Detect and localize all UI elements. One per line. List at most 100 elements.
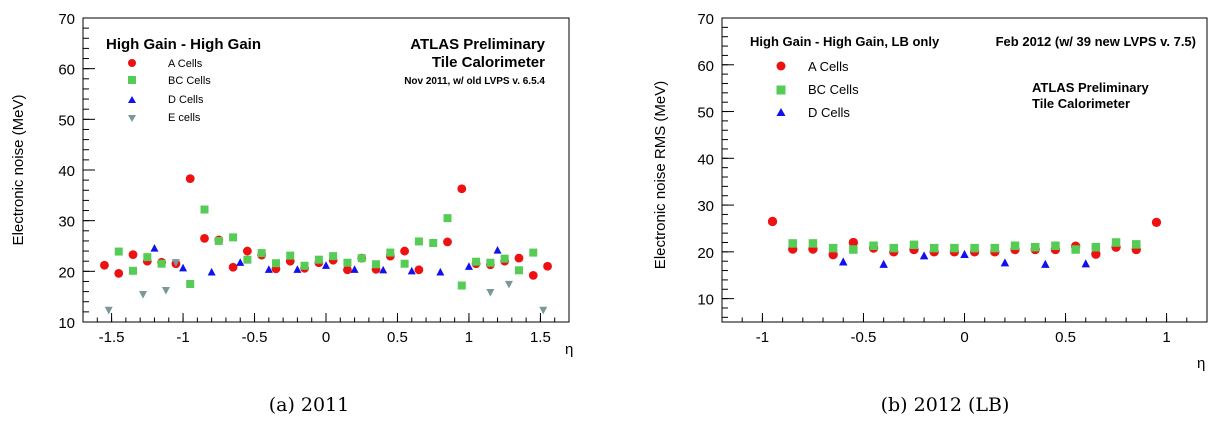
data-point	[161, 286, 170, 295]
data-point	[970, 243, 979, 253]
legend-b-label-0: A Cells	[808, 59, 849, 74]
series-a-cells	[100, 174, 552, 280]
data-point	[372, 260, 381, 269]
panel-a-header: High Gain - High Gain	[106, 36, 261, 53]
data-point	[1091, 242, 1101, 252]
legend-a-label-0: A Cells	[168, 58, 203, 70]
data-point	[839, 257, 848, 266]
data-point	[436, 267, 445, 276]
data-point	[539, 306, 548, 315]
data-point	[343, 265, 352, 275]
data-point	[767, 216, 778, 227]
legend-b-marker-2	[776, 108, 786, 116]
data-point	[464, 262, 473, 270]
data-point	[243, 255, 252, 264]
legend-a-label-3: E cells	[168, 112, 201, 124]
data-point	[788, 239, 797, 248]
x-tick-label: 0.5	[387, 329, 408, 346]
series-d-cells	[150, 244, 502, 276]
data-point	[504, 280, 513, 289]
data-point	[414, 237, 423, 246]
caption-a: (a) 2011	[269, 394, 350, 416]
data-point	[400, 246, 410, 256]
panel-2011: -1.5 -1 -0.5 0 0.5 1 1.5 10 20 30 40 50 60 70 High Ga…	[10, 11, 573, 416]
data-point	[286, 251, 295, 260]
data-point	[528, 270, 538, 280]
panel-b-detector: Tile Calorimeter	[1032, 96, 1130, 111]
data-point	[300, 261, 309, 270]
y-tick-label: 30	[58, 214, 75, 231]
data-point	[1151, 217, 1162, 228]
data-point	[228, 262, 238, 272]
x-axis-label-b: η	[1197, 355, 1205, 372]
legend-a: A Cells BC Cells D Cells E cells	[128, 58, 211, 124]
data-point	[493, 246, 502, 254]
data-point	[264, 265, 273, 273]
data-point	[990, 243, 1000, 253]
legend-b-marker-1	[776, 85, 786, 95]
data-point	[486, 258, 495, 267]
data-point	[889, 243, 899, 253]
data-point	[143, 253, 152, 262]
plot-frame-b	[721, 17, 1208, 323]
y-tick-label: 50	[58, 112, 75, 129]
axis-ticks-a: -1.5 -1 -0.5 0 0.5 1 1.5 10 20 30 40 50 60 70	[58, 11, 570, 346]
data-point	[200, 205, 209, 214]
legend-a-marker-3	[128, 115, 136, 122]
x-tick-label: 1	[465, 329, 473, 346]
data-points-a	[100, 174, 552, 315]
data-point	[271, 259, 280, 268]
data-point	[1041, 259, 1050, 268]
data-point	[414, 265, 424, 275]
data-point	[514, 266, 523, 275]
data-point	[1071, 245, 1080, 254]
data-point	[869, 241, 878, 251]
data-point	[443, 214, 452, 223]
y-tick-label: 20	[697, 245, 714, 262]
data-point	[960, 249, 969, 259]
data-point	[171, 259, 180, 267]
data-point	[229, 233, 238, 242]
data-point	[1051, 241, 1060, 251]
data-point	[236, 258, 245, 266]
data-point	[379, 265, 388, 274]
x-axis-label-a: η	[565, 341, 573, 358]
y-tick-label: 60	[58, 62, 75, 79]
data-point	[457, 184, 467, 194]
data-point	[114, 247, 123, 256]
data-point	[457, 281, 466, 290]
data-point	[214, 236, 223, 245]
panel-a-detector: Tile Calorimeter	[432, 54, 545, 71]
x-tick-label: 0	[322, 329, 330, 346]
data-point	[543, 261, 552, 271]
panel-2012: -1 -0.5 0 0.5 1 10 20 30 40 50 60 70 High Gain - Hi…	[652, 11, 1208, 416]
data-point	[242, 246, 252, 256]
panel-a-date-note: Nov 2011, w/ old LVPS v. 6.5.4	[404, 76, 545, 87]
legend-b-label-1: BC Cells	[808, 82, 859, 97]
y-axis-label-b: Electronic noise RMS (MeV)	[652, 81, 669, 269]
data-point	[429, 238, 438, 247]
x-tick-label: -1	[176, 329, 189, 346]
legend-a-marker-2	[128, 96, 136, 103]
y-tick-label: 10	[697, 292, 714, 309]
data-point	[400, 259, 409, 268]
data-point	[129, 266, 138, 275]
data-point	[1132, 240, 1141, 249]
data-point	[343, 258, 352, 267]
data-point	[186, 280, 195, 288]
data-point	[207, 267, 216, 276]
x-tick-label: 1	[1162, 329, 1170, 346]
data-point	[1081, 259, 1090, 268]
data-point	[293, 265, 302, 273]
legend-b-marker-0	[776, 61, 786, 71]
series-e-cells	[104, 259, 548, 315]
series-bc-cells	[114, 205, 538, 290]
x-tick-label: -1.5	[99, 329, 125, 346]
data-point	[1000, 258, 1010, 267]
data-point	[929, 243, 939, 253]
data-point	[919, 251, 929, 260]
data-point	[828, 243, 838, 253]
data-point	[486, 289, 495, 297]
y-tick-label: 70	[697, 11, 714, 28]
y-tick-label: 40	[697, 151, 714, 168]
